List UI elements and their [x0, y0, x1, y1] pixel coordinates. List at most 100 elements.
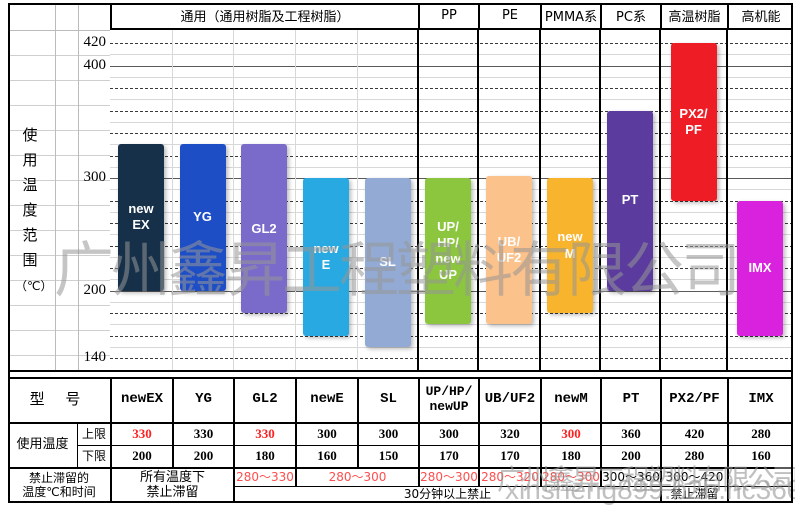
table-lower-8: 200 — [600, 445, 660, 467]
y-axis-title-char: 范 — [22, 226, 38, 244]
y-axis-title-char: 使 — [22, 126, 38, 144]
header-group-pp: PP — [418, 3, 478, 30]
group-boundary-line — [726, 30, 728, 370]
group-boundary-line — [539, 30, 541, 370]
table-upper-9: 420 — [660, 422, 727, 445]
bar-IMX: IMX — [737, 200, 783, 336]
y-tick-300: 300 — [83, 169, 107, 185]
header-group-gaojineng: 高机能 — [727, 3, 793, 30]
bar-label: YG — [193, 209, 212, 225]
grid-line-400 — [110, 65, 793, 67]
table-lower-9: 280 — [660, 445, 727, 467]
bar-label: new EX — [128, 201, 154, 233]
bar-GL2: GL2 — [241, 144, 287, 314]
grid-line-140 — [110, 358, 793, 359]
y-axis-title-char: 围 — [22, 251, 38, 269]
bar-newM: new M — [547, 178, 593, 313]
table-upper-3: 300 — [295, 422, 357, 445]
chart-table-divider — [8, 370, 793, 372]
bar-label: UB/UF2 — [496, 233, 522, 266]
table-label-prohibit: 禁止滞留的 温度℃和时间 — [8, 467, 110, 503]
table-model-0: newEX — [110, 377, 172, 422]
left-gutter-gridlines — [8, 30, 110, 373]
bar-label: PT — [621, 192, 639, 208]
grid-line-160 — [110, 335, 793, 337]
y-tick-400: 400 — [83, 56, 107, 73]
table-prohibit-top — [727, 467, 793, 486]
y-axis-title-char: 温 — [22, 176, 38, 194]
header-group-pe: PE — [478, 3, 540, 30]
bar-label: UP/HP/new UP — [435, 218, 461, 283]
table-lower-2: 180 — [233, 445, 295, 467]
bar-label: GL2 — [251, 220, 277, 236]
table-model-7: newM — [540, 377, 600, 422]
bar-PT: PT — [607, 110, 653, 291]
header-group-gaowen: 高温树脂 — [660, 3, 727, 30]
grid-line-370 — [110, 99, 793, 101]
table-lower-5: 170 — [418, 445, 478, 467]
grid-line-330 — [110, 144, 793, 146]
bar-label: new M — [557, 229, 583, 261]
column-line-light — [357, 30, 358, 370]
bar-newE: new E — [303, 178, 349, 336]
y-tick-140: 140 — [83, 349, 107, 365]
column-line-light — [295, 30, 296, 370]
bar-UBUF2: UB/UF2 — [486, 175, 532, 325]
y-tick-420: 420 — [83, 34, 107, 50]
table-prohibit-bottom: 禁止滞留 — [660, 486, 727, 503]
grid-line-340 — [110, 133, 793, 134]
grid-line-420 — [110, 43, 793, 44]
bar-SL: SL — [364, 178, 411, 347]
y-axis-unit: （℃） — [15, 279, 53, 293]
column-line-light — [233, 30, 234, 370]
table-upper-7: 300 — [540, 422, 600, 445]
bar-YG: YG — [179, 144, 226, 291]
bar-label: PX2/PF — [679, 105, 708, 137]
grid-line-360 — [110, 110, 793, 112]
bar-PX2PF: PX2/PF — [670, 43, 717, 201]
grid-line-380 — [110, 88, 793, 89]
table-model-10: IMX — [727, 377, 793, 422]
table-model-4: SL — [357, 377, 418, 422]
table-prohibit-bottom — [727, 486, 793, 503]
table-model-3: newE — [295, 377, 357, 422]
header-group-pmma: PMMA系 — [540, 3, 600, 30]
table-prohibit-top: 280～300 — [540, 467, 600, 486]
table-upper-4: 300 — [357, 422, 418, 445]
table-prohibit-top: 300～360 — [600, 467, 660, 486]
table-label-model: 型 号 — [8, 377, 110, 422]
grid-line-410 — [110, 54, 793, 56]
bar-UPHPnewUP: UP/HP/new UP — [425, 178, 471, 325]
table-lower-4: 150 — [357, 445, 418, 467]
table-prohibit-alltemp: 所有温度下 禁止滞留 — [110, 467, 233, 503]
table-upper-1: 330 — [172, 422, 233, 445]
table-upper-5: 300 — [418, 422, 478, 445]
grid-line-310 — [110, 166, 793, 168]
table-model-6: UB/UF2 — [478, 377, 540, 422]
y-axis-title-char: 用 — [22, 151, 38, 169]
table-label-lower: 下限 — [77, 445, 110, 467]
grid-line-320 — [110, 155, 793, 157]
table-lower-3: 160 — [295, 445, 357, 467]
table-upper-8: 360 — [600, 422, 660, 445]
group-boundary-line — [417, 30, 419, 370]
header-group-pc: PC系 — [600, 3, 660, 30]
y-tick-200: 200 — [83, 281, 107, 298]
table-prohibit-bottom: 30分钟以上禁止 — [233, 486, 660, 503]
y-axis-title-char: 度 — [22, 201, 38, 219]
grid-line-150 — [110, 346, 793, 348]
table-upper-2: 330 — [233, 422, 295, 445]
table-label-upper: 上限 — [77, 422, 110, 445]
group-boundary-line — [599, 30, 601, 370]
column-line-light — [172, 30, 173, 370]
table-prohibit-top: 280～300 — [295, 467, 418, 486]
header-group-tongyong: 通用（通用树脂及工程树脂） — [110, 3, 418, 30]
table-prohibit-top: 300～420 — [660, 467, 727, 486]
table-model-9: PX2/PF — [660, 377, 727, 422]
table-lower-6: 170 — [478, 445, 540, 467]
table-prohibit-top: 280～300 — [418, 467, 478, 486]
bar-newEX: new EX — [118, 144, 164, 291]
grid-line-350 — [110, 121, 793, 123]
bar-label: new E — [313, 240, 339, 272]
table-upper-10: 280 — [727, 422, 793, 445]
